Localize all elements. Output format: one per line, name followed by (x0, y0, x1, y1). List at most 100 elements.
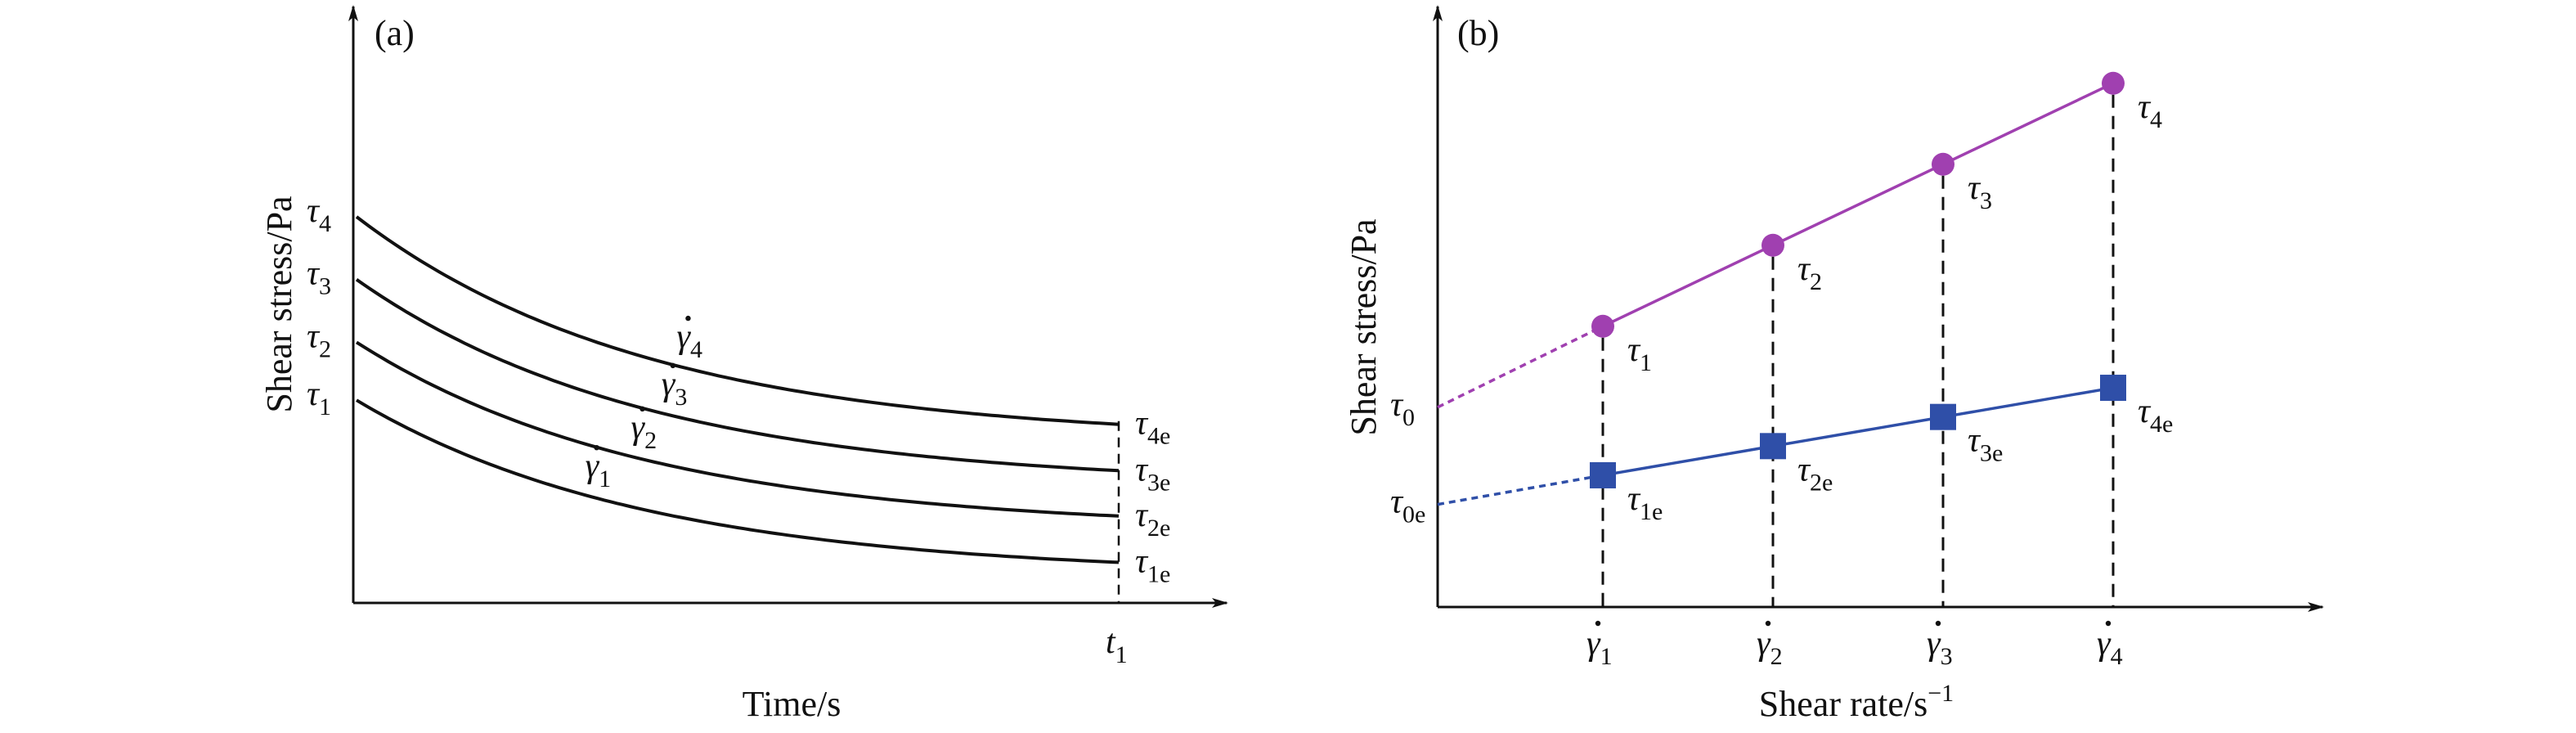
y-tick-label-3-symbol: τ (307, 255, 321, 293)
curve-gamma-3 (355, 278, 1120, 473)
y-tick-label-4-symbol: τ (307, 192, 321, 230)
point-label-tau-2e: τ2e (1797, 451, 1833, 496)
x-tick-label-gamma-1-subscript: 1 (1600, 643, 1613, 670)
point-label-tau-2-subscript: 2 (1810, 268, 1822, 295)
x-tick-label-gamma-3-dot (1935, 620, 1941, 627)
x-axis-title: Shear rate/s−1 (1759, 680, 1954, 724)
point-label-tau-3-subscript: 3 (1980, 187, 1992, 214)
series-label-gamma-2-subscript: 2 (644, 427, 657, 454)
x-tick-label-gamma-1-dot (1595, 620, 1601, 627)
point-label-tau-4: τ4 (2138, 88, 2162, 133)
series-label-gamma-1: γ1 (586, 447, 612, 492)
x-tick-label-gamma-2-dot (1765, 620, 1771, 627)
y-tick-label-2-symbol: τ (307, 317, 321, 355)
series-label-gamma-4-dot (685, 315, 691, 322)
end-label-tau-2e: τ2e (1135, 497, 1170, 542)
panel-a-stress-time-chart: (a)Shear stress/PaTime/st1τ4τ3τ2τ1γ4τ4eγ… (259, 5, 1228, 724)
extrapolation-line-square (1437, 474, 1604, 506)
end-label-tau-2e-subscript: 2e (1147, 515, 1170, 542)
series-label-gamma-4-symbol: γ (676, 318, 691, 356)
end-label-tau-3e: τ3e (1135, 451, 1170, 496)
point-label-tau-1e-symbol: τ (1627, 480, 1641, 518)
marker-tau-2e (1760, 433, 1786, 460)
point-label-tau-4e-symbol: τ (2138, 393, 2152, 430)
y-tick-label-1-subscript: 1 (319, 393, 331, 420)
series-label-gamma-4: γ4 (676, 318, 702, 363)
fit-line-square (1602, 386, 2114, 477)
y-tick-label-3-subscript: 3 (319, 273, 331, 300)
end-label-tau-1e: τ1e (1135, 542, 1170, 587)
end-label-tau-4e: τ4e (1135, 405, 1170, 450)
curve-gamma-1 (355, 398, 1120, 564)
series-label-gamma-1-subscript: 1 (599, 465, 611, 492)
x-tick-label-gamma-4-symbol: γ (2097, 625, 2112, 663)
point-label-tau-1-symbol: τ (1627, 331, 1641, 369)
marker-tau-4 (2102, 71, 2125, 95)
series-label-gamma-2-dot (640, 406, 645, 412)
end-label-tau-1e-subscript: 1e (1147, 560, 1170, 587)
y-axis-title: Shear stress/Pa (259, 196, 299, 412)
y-tick-label-4-subscript: 4 (319, 210, 331, 237)
x-tick-label-gamma-4-subscript: 4 (2111, 643, 2123, 670)
series-label-gamma-2-symbol: γ (631, 409, 646, 447)
x-tick-label-t1: t1 (1106, 623, 1128, 668)
series-label-gamma-1-symbol: γ (586, 447, 600, 485)
curve-gamma-4 (355, 215, 1120, 426)
point-label-tau-3e-symbol: τ (1968, 422, 1981, 460)
series-label-gamma-3-subscript: 3 (675, 384, 687, 411)
x-tick-label-t1-subscript: 1 (1115, 641, 1128, 668)
x-tick-label-gamma-3-symbol: γ (1927, 625, 1941, 663)
x-tick-label-gamma-2-symbol: γ (1757, 625, 1771, 663)
y-tick-label-4: τ4 (307, 192, 331, 237)
x-axis-title-exponent: −1 (1928, 680, 1954, 707)
panel-label: (b) (1457, 13, 1499, 53)
x-axis-title-text: Shear rate/s (1759, 684, 1928, 724)
point-label-tau-2-symbol: τ (1797, 250, 1811, 288)
point-label-tau-1e-subscript: 1e (1640, 498, 1663, 525)
point-label-tau-2e-subscript: 2e (1810, 469, 1833, 496)
y-intercept-label-0e-symbol: τ (1390, 483, 1404, 521)
marker-tau-4e (2100, 375, 2126, 402)
series-label-gamma-4-subscript: 4 (690, 336, 702, 363)
point-label-tau-4e-subscript: 4e (2150, 411, 2173, 438)
point-label-tau-1-subscript: 1 (1640, 349, 1652, 376)
series-label-gamma-3-dot (670, 362, 675, 369)
x-tick-label-gamma-1: γ1 (1586, 625, 1613, 670)
point-label-tau-3: τ3 (1968, 169, 1992, 214)
point-label-tau-3e: τ3e (1968, 422, 2003, 467)
end-label-tau-4e-subscript: 4e (1147, 423, 1170, 450)
x-axis-title: Time/s (743, 684, 841, 724)
point-label-tau-4e: τ4e (2138, 393, 2173, 438)
series-label-gamma-3-symbol: γ (662, 366, 676, 403)
y-intercept-label-0: τ0 (1390, 386, 1415, 431)
x-tick-label-t1-symbol: t (1106, 623, 1116, 661)
point-label-tau-4-symbol: τ (2138, 88, 2152, 126)
series-label-gamma-2: γ2 (631, 409, 657, 454)
panel-label: (a) (375, 13, 415, 53)
y-tick-label-2: τ2 (307, 317, 331, 362)
end-label-tau-3e-symbol: τ (1135, 451, 1149, 488)
series-label-gamma-1-dot (594, 444, 599, 451)
marker-tau-1 (1591, 314, 1614, 338)
marker-tau-3e (1930, 403, 1956, 430)
point-label-tau-4-subscript: 4 (2150, 106, 2162, 133)
end-label-tau-4e-symbol: τ (1135, 405, 1149, 443)
point-label-tau-1e: τ1e (1627, 480, 1663, 525)
y-tick-label-1-symbol: τ (307, 375, 321, 413)
x-tick-label-gamma-3-subscript: 3 (1941, 643, 1953, 670)
x-tick-label-gamma-4: γ4 (2097, 625, 2123, 670)
x-tick-label-gamma-2-subscript: 2 (1770, 643, 1783, 670)
end-label-tau-1e-symbol: τ (1135, 542, 1149, 580)
marker-tau-2 (1761, 233, 1784, 257)
x-tick-label-gamma-3: γ3 (1927, 625, 1953, 670)
point-label-tau-2e-symbol: τ (1797, 451, 1811, 488)
y-intercept-label-0e: τ0e (1390, 483, 1425, 528)
point-label-tau-3e-subscript: 3e (1980, 440, 2003, 467)
point-label-tau-3-symbol: τ (1968, 169, 1981, 207)
y-axis-title: Shear stress/Pa (1344, 218, 1384, 435)
y-intercept-label-0-symbol: τ (1390, 386, 1404, 424)
x-tick-label-gamma-1-symbol: γ (1586, 625, 1601, 663)
marker-tau-3 (1932, 152, 1954, 176)
